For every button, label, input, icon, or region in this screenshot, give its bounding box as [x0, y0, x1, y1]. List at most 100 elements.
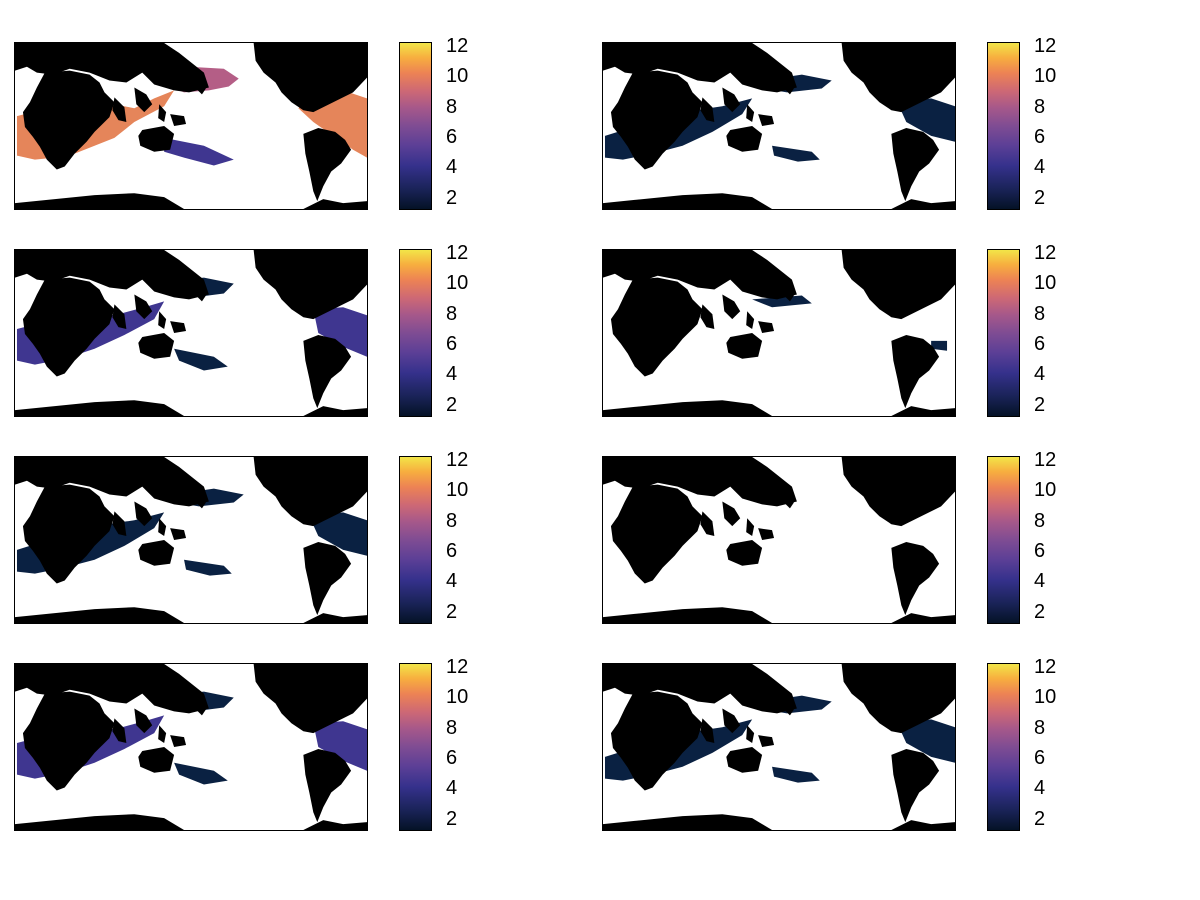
land-mass — [112, 97, 127, 123]
colorbar — [399, 42, 432, 210]
land-mass — [610, 70, 703, 170]
colorbar-tick-label: 10 — [1034, 479, 1057, 502]
colorbar — [987, 42, 1020, 210]
map-canvas — [15, 664, 367, 830]
land-mass — [758, 528, 775, 540]
land-mass — [195, 494, 206, 509]
map-panel-r1c1 — [14, 42, 368, 210]
land-mass — [303, 541, 352, 616]
land-mass — [891, 199, 955, 209]
colorbar-tick-label: 6 — [446, 746, 458, 769]
land-mass — [15, 400, 185, 416]
colorbar-tick-label: 12 — [446, 656, 469, 678]
land-mass — [15, 607, 185, 623]
ocean-value-patch — [931, 340, 948, 351]
land-mass — [170, 321, 187, 333]
colorbar-tick-label: 8 — [446, 716, 458, 739]
ocean-value-patch — [184, 559, 232, 576]
land-mass — [303, 748, 352, 823]
land-mass — [891, 613, 955, 623]
land-mass — [253, 457, 367, 527]
land-mass — [841, 457, 955, 527]
map-canvas — [15, 250, 367, 416]
land-mass — [22, 691, 115, 791]
colorbar — [987, 249, 1020, 417]
colorbar-tick-label: 10 — [446, 686, 469, 709]
ocean-value-patch — [164, 137, 234, 166]
land-mass — [726, 540, 763, 566]
colorbar-tick-label: 4 — [446, 363, 458, 386]
colorbar-tick-label: 12 — [1034, 35, 1057, 57]
colorbar-tick-label: 12 — [446, 242, 469, 264]
land-mass — [722, 501, 741, 527]
colorbar — [399, 456, 432, 624]
colorbar-tick-label: 4 — [1034, 156, 1046, 179]
land-mass — [303, 334, 352, 409]
colorbar-tick-label: 4 — [446, 777, 458, 800]
land-mass — [700, 97, 715, 123]
land-mass — [891, 820, 955, 830]
land-mass — [700, 718, 715, 744]
colorbar-tick-label: 10 — [446, 272, 469, 295]
land-mass — [726, 333, 763, 359]
land-mass — [603, 814, 773, 830]
land-mass — [726, 747, 763, 773]
land-mass — [138, 126, 175, 152]
colorbar-tick-label: 4 — [1034, 363, 1046, 386]
colorbar-tick-label: 6 — [1034, 332, 1046, 355]
land-mass — [195, 287, 206, 302]
map-panel-r3c2 — [602, 456, 956, 624]
land-mass — [722, 708, 741, 734]
ocean-value-patch — [752, 295, 812, 308]
land-mass — [841, 43, 955, 113]
land-mass — [610, 691, 703, 791]
land-mass — [891, 541, 940, 616]
land-mass — [610, 277, 703, 377]
land-mass — [700, 304, 715, 330]
land-mass — [138, 540, 175, 566]
land-mass — [603, 250, 797, 300]
land-mass — [746, 725, 755, 744]
colorbar — [987, 456, 1020, 624]
land-mass — [841, 664, 955, 734]
land-mass — [112, 511, 127, 537]
land-mass — [158, 518, 167, 537]
land-mass — [746, 518, 755, 537]
land-mass — [22, 70, 115, 170]
land-mass — [758, 114, 775, 126]
ocean-value-patch — [897, 719, 955, 763]
ocean-value-patch — [174, 762, 228, 785]
land-mass — [15, 250, 209, 300]
colorbar-tick-label: 12 — [1034, 449, 1057, 471]
land-mass — [891, 748, 940, 823]
colorbar-tick-label: 6 — [1034, 125, 1046, 148]
land-mass — [303, 406, 367, 416]
land-mass — [758, 321, 775, 333]
colorbar-tick-label: 6 — [446, 539, 458, 562]
land-mass — [170, 114, 187, 126]
colorbar-tick-label: 4 — [446, 156, 458, 179]
land-mass — [758, 735, 775, 747]
colorbar-tick-label: 12 — [1034, 242, 1057, 264]
ocean-value-patch — [174, 348, 228, 371]
land-mass — [700, 511, 715, 537]
land-mass — [303, 127, 352, 202]
land-mass — [158, 311, 167, 330]
map-panel-r4c2 — [602, 663, 956, 831]
land-mass — [746, 311, 755, 330]
colorbar-tick-label: 10 — [446, 65, 469, 88]
colorbar-tick-label: 12 — [446, 449, 469, 471]
colorbar-tick-label: 2 — [1034, 393, 1046, 416]
map-canvas — [15, 457, 367, 623]
land-mass — [603, 43, 797, 93]
colorbar-tick-label: 2 — [1034, 186, 1046, 209]
colorbar-tick-label: 6 — [446, 332, 458, 355]
colorbar-tick-label: 4 — [1034, 570, 1046, 593]
colorbar-tick-label: 8 — [1034, 509, 1046, 532]
land-mass — [158, 104, 167, 123]
land-mass — [891, 406, 955, 416]
land-mass — [112, 718, 127, 744]
map-canvas — [603, 250, 955, 416]
land-mass — [195, 701, 206, 716]
land-mass — [22, 277, 115, 377]
